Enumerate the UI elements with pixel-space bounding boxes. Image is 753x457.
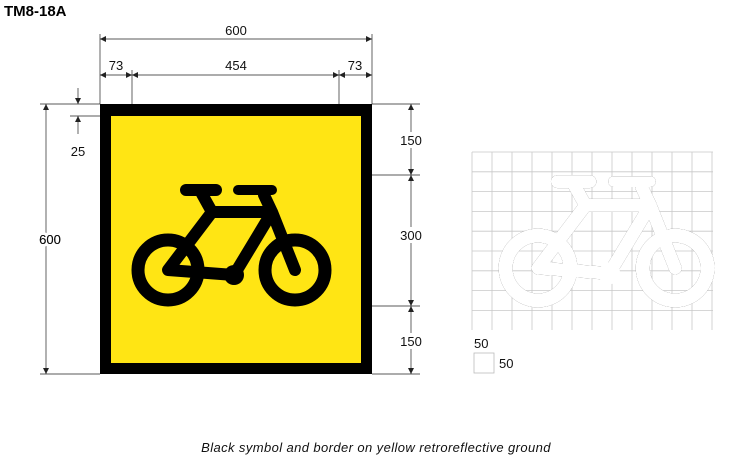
band-dimensions: 150 300 150 (372, 103, 426, 375)
drawing-title: TM8-18A (4, 3, 67, 20)
sign (100, 104, 372, 374)
overall-height-label: 600 (39, 232, 61, 247)
height-dimensions: 600 600 25 (36, 88, 100, 375)
caption: Black symbol and border on yellow retror… (201, 440, 551, 455)
width-dimensions: 600 73 454 73 (99, 23, 373, 104)
inner-width-label: 454 (225, 58, 247, 73)
symbol-height-label: 300 (400, 228, 422, 243)
svg-text:600: 600 (39, 232, 61, 247)
upper-band-label: 150 (400, 133, 422, 148)
right-margin-label: 73 (348, 58, 362, 73)
overall-width-label: 600 (225, 23, 247, 38)
border-offset-label: 25 (71, 144, 85, 159)
grid-legend: 50 50 (473, 336, 513, 374)
left-margin-label: 73 (109, 58, 123, 73)
legend-cell (473, 352, 495, 374)
legend-cell-height: 50 (474, 336, 488, 351)
bicycle-outline-icon (506, 182, 708, 301)
legend-cell-width: 50 (499, 356, 513, 371)
lower-band-label: 150 (400, 334, 422, 349)
